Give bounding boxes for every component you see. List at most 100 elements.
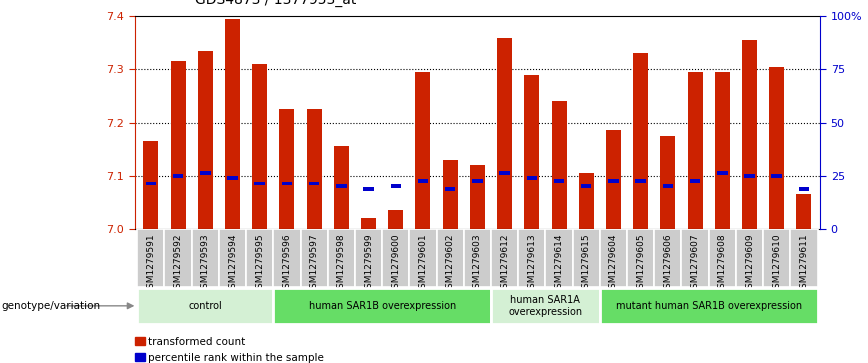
Bar <box>524 75 539 229</box>
Bar <box>200 171 211 175</box>
Bar <box>608 179 619 183</box>
FancyBboxPatch shape <box>410 229 437 287</box>
Bar <box>715 72 730 229</box>
Bar <box>797 194 812 229</box>
Bar <box>227 176 238 180</box>
Bar <box>254 182 265 185</box>
Text: GSM1279598: GSM1279598 <box>337 233 345 294</box>
Text: GSM1279604: GSM1279604 <box>609 233 618 294</box>
Bar <box>527 176 537 180</box>
Text: GSM1279594: GSM1279594 <box>228 233 237 294</box>
FancyBboxPatch shape <box>545 229 573 287</box>
Bar <box>687 72 702 229</box>
Text: GSM1279606: GSM1279606 <box>663 233 673 294</box>
Bar <box>364 187 374 191</box>
Bar <box>497 38 512 229</box>
Bar <box>690 179 700 183</box>
Bar <box>581 184 591 188</box>
Bar <box>445 187 456 191</box>
Bar <box>742 40 757 229</box>
Bar <box>416 72 431 229</box>
Bar <box>225 19 240 229</box>
Text: GSM1279607: GSM1279607 <box>691 233 700 294</box>
Bar <box>635 179 646 183</box>
Bar <box>336 184 346 188</box>
FancyBboxPatch shape <box>137 287 273 324</box>
FancyBboxPatch shape <box>382 229 410 287</box>
Bar <box>309 182 319 185</box>
Bar <box>143 141 158 229</box>
Text: GSM1279613: GSM1279613 <box>528 233 536 294</box>
FancyBboxPatch shape <box>137 229 164 287</box>
Text: GSM1279591: GSM1279591 <box>147 233 155 294</box>
FancyBboxPatch shape <box>518 229 545 287</box>
Text: GDS4873 / 1377953_at: GDS4873 / 1377953_at <box>195 0 357 7</box>
Text: GSM1279595: GSM1279595 <box>255 233 264 294</box>
FancyBboxPatch shape <box>708 229 736 287</box>
Text: GSM1279599: GSM1279599 <box>364 233 373 294</box>
Text: GSM1279600: GSM1279600 <box>391 233 400 294</box>
Text: GSM1279603: GSM1279603 <box>473 233 482 294</box>
FancyBboxPatch shape <box>573 229 600 287</box>
FancyBboxPatch shape <box>600 229 627 287</box>
FancyBboxPatch shape <box>600 287 818 324</box>
Bar <box>306 109 322 229</box>
Text: GSM1279592: GSM1279592 <box>174 233 182 294</box>
Bar <box>472 179 483 183</box>
Bar <box>799 187 809 191</box>
Text: GSM1279597: GSM1279597 <box>310 233 319 294</box>
Bar <box>361 218 376 229</box>
Bar <box>334 146 349 229</box>
FancyBboxPatch shape <box>654 229 681 287</box>
Bar <box>717 171 727 175</box>
FancyBboxPatch shape <box>736 229 763 287</box>
Bar <box>282 182 293 185</box>
Text: transformed count: transformed count <box>148 337 245 347</box>
Text: GSM1279611: GSM1279611 <box>799 233 808 294</box>
Bar <box>744 174 755 178</box>
Bar <box>499 171 510 175</box>
FancyBboxPatch shape <box>763 229 791 287</box>
Bar <box>633 53 648 229</box>
Bar <box>579 173 594 229</box>
Bar <box>418 179 428 183</box>
Text: GSM1279608: GSM1279608 <box>718 233 727 294</box>
Bar <box>769 67 784 229</box>
FancyBboxPatch shape <box>464 229 491 287</box>
Text: genotype/variation: genotype/variation <box>2 301 101 311</box>
Text: GSM1279609: GSM1279609 <box>745 233 754 294</box>
FancyBboxPatch shape <box>192 229 219 287</box>
FancyBboxPatch shape <box>627 229 654 287</box>
Text: control: control <box>188 301 222 311</box>
FancyBboxPatch shape <box>681 229 708 287</box>
Bar <box>662 184 673 188</box>
FancyBboxPatch shape <box>164 229 192 287</box>
FancyBboxPatch shape <box>300 229 328 287</box>
Text: human SAR1A
overexpression: human SAR1A overexpression <box>509 295 582 317</box>
Text: GSM1279605: GSM1279605 <box>636 233 645 294</box>
Text: GSM1279612: GSM1279612 <box>500 233 510 294</box>
FancyBboxPatch shape <box>491 229 518 287</box>
FancyBboxPatch shape <box>219 229 247 287</box>
FancyBboxPatch shape <box>247 229 273 287</box>
FancyBboxPatch shape <box>355 229 382 287</box>
Text: percentile rank within the sample: percentile rank within the sample <box>148 353 324 363</box>
Bar <box>470 165 485 229</box>
Bar <box>606 130 621 229</box>
FancyBboxPatch shape <box>328 229 355 287</box>
Text: GSM1279614: GSM1279614 <box>555 233 563 294</box>
FancyBboxPatch shape <box>491 287 600 324</box>
Text: GSM1279593: GSM1279593 <box>201 233 210 294</box>
Bar <box>554 179 564 183</box>
Bar <box>253 64 267 229</box>
Text: mutant human SAR1B overexpression: mutant human SAR1B overexpression <box>615 301 802 311</box>
Bar <box>551 101 567 229</box>
Bar <box>171 61 186 229</box>
Bar <box>279 109 294 229</box>
Bar <box>661 136 675 229</box>
FancyBboxPatch shape <box>273 287 491 324</box>
Bar <box>772 174 782 178</box>
Text: GSM1279601: GSM1279601 <box>418 233 427 294</box>
Text: human SAR1B overexpression: human SAR1B overexpression <box>308 301 456 311</box>
FancyBboxPatch shape <box>273 229 300 287</box>
